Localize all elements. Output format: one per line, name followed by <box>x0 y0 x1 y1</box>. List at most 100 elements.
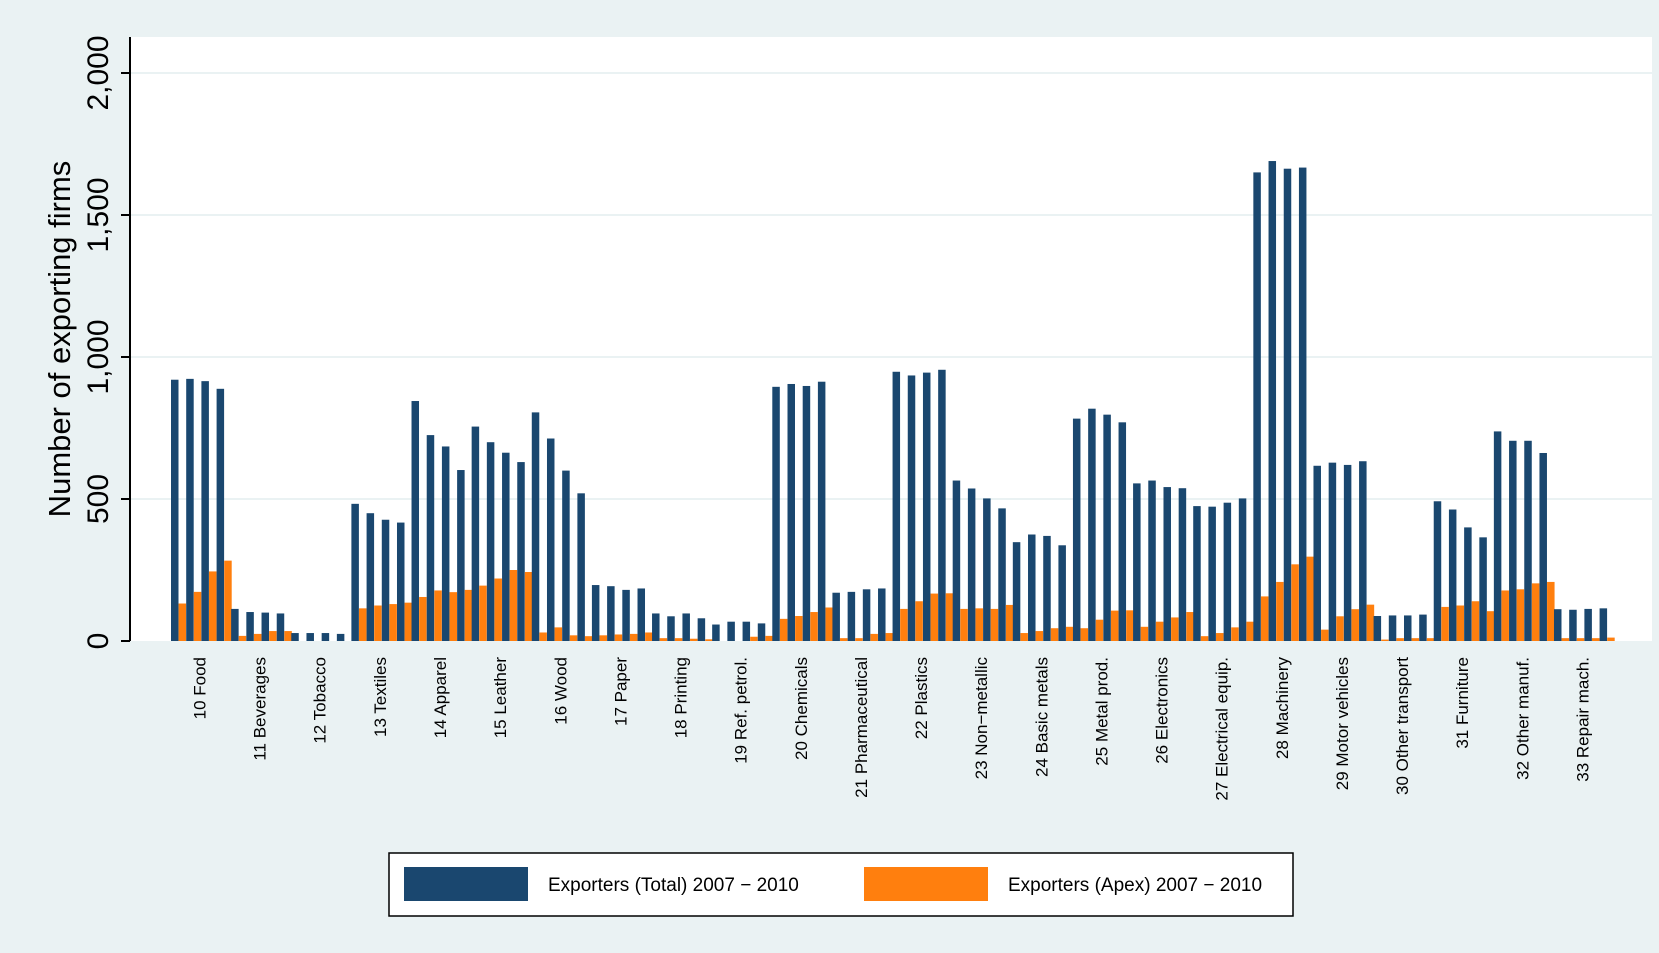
bar-total <box>667 616 675 641</box>
bar-total <box>1373 616 1382 641</box>
x-tick-labels: 10 Food 11 Beverages 12 Tobacco 13 Textiles… <box>190 657 1592 801</box>
bar-total <box>441 446 450 641</box>
bar-total <box>261 612 270 641</box>
legend-label-apex: Exporters (Apex) 2007 − 2010 <box>1008 875 1262 896</box>
bar-total <box>1298 167 1307 641</box>
bar-total <box>577 493 585 641</box>
bar-apex <box>1396 638 1404 641</box>
bar-apex <box>509 570 518 641</box>
bar-apex <box>690 638 698 641</box>
bar-apex <box>449 592 458 641</box>
bar-total <box>1479 537 1487 641</box>
bar-apex <box>825 607 833 641</box>
bar-apex <box>1095 619 1104 641</box>
bar-total <box>216 388 225 641</box>
bar-apex <box>1366 604 1375 641</box>
bar-total <box>1058 545 1066 641</box>
bar-total <box>727 621 735 641</box>
bar-total <box>1464 527 1472 641</box>
bar-total <box>998 508 1006 641</box>
bar-total <box>306 633 314 641</box>
bar-apex <box>1050 628 1059 641</box>
bar-total <box>231 608 239 641</box>
y-tick-label: 1,500 <box>82 177 115 252</box>
bar-total <box>381 519 390 641</box>
bar-total <box>892 371 901 641</box>
bar-apex <box>358 608 367 641</box>
bar-apex <box>1186 612 1194 641</box>
bar-total <box>637 588 646 641</box>
bar-total <box>1072 418 1081 641</box>
bar-apex <box>209 571 217 641</box>
bar-total <box>1524 440 1532 641</box>
bar-apex <box>930 593 939 641</box>
bar-apex <box>674 638 683 641</box>
bar-apex <box>1561 638 1570 641</box>
bar-apex <box>1381 639 1389 641</box>
bar-apex <box>1306 556 1315 641</box>
bar-total <box>1343 464 1352 641</box>
bar-apex <box>1155 621 1164 641</box>
bar-apex <box>1576 638 1585 641</box>
bar-total <box>1448 509 1457 641</box>
bar-total <box>878 588 886 641</box>
y-tick-label: 2,000 <box>82 35 115 110</box>
bar-apex <box>1486 611 1495 641</box>
bar-total <box>652 613 660 641</box>
y-tick-label: 1,000 <box>82 319 115 394</box>
bar-total <box>246 612 254 641</box>
bar-total <box>607 586 615 641</box>
bar-total <box>712 624 720 641</box>
bar-total <box>952 480 961 641</box>
bar-apex <box>795 616 803 641</box>
bar-total <box>321 633 330 641</box>
legend-box <box>388 852 1294 917</box>
bar-total <box>787 383 795 641</box>
x-tick-label: 15 Leather <box>491 657 510 739</box>
bar-total <box>411 401 420 641</box>
bar-apex <box>1441 606 1449 641</box>
bar-apex <box>750 636 758 641</box>
bar-apex <box>855 638 863 641</box>
y-tick-label: 0 <box>82 633 115 650</box>
legend-swatch-total <box>404 867 528 901</box>
x-tick-label: 19 Ref. petrol. <box>732 657 751 764</box>
bar-total <box>291 633 299 641</box>
bar-total <box>562 470 570 641</box>
bar-apex <box>464 589 473 641</box>
bar-total <box>1253 172 1261 641</box>
bar-total <box>396 522 405 641</box>
bar-apex <box>779 618 788 641</box>
bar-apex <box>1547 581 1555 641</box>
x-tick-label: 29 Motor vehicles <box>1333 657 1352 790</box>
bar-apex <box>915 601 923 641</box>
bar-total <box>1539 452 1547 641</box>
x-tick-label: 23 Non−metallic <box>972 657 991 780</box>
bar-apex <box>705 639 713 641</box>
bar-apex <box>614 634 623 641</box>
bar-total <box>471 426 480 641</box>
bar-total <box>1493 431 1502 641</box>
bar-apex <box>870 633 878 641</box>
bar-apex <box>765 635 773 641</box>
bar-total <box>1208 506 1216 641</box>
bar-total <box>201 381 209 641</box>
bar-apex <box>284 631 292 641</box>
bar-total <box>1148 480 1156 641</box>
bar-total <box>802 385 811 641</box>
bar-apex <box>645 632 653 641</box>
legend: Exporters (Total) 2007 − 2010 Exporters … <box>388 852 1294 917</box>
bar-total <box>938 369 946 641</box>
bar-total <box>186 378 194 641</box>
bar-total <box>1103 414 1111 641</box>
bar-total <box>772 386 780 641</box>
bar-apex <box>629 633 638 641</box>
bar-total <box>1133 483 1141 641</box>
bar-total <box>1553 609 1562 641</box>
x-tick-label: 12 Tobacco <box>311 657 330 744</box>
bar-total <box>1404 615 1412 641</box>
bar-apex <box>840 638 848 641</box>
bar-total <box>1599 608 1608 641</box>
bar-apex <box>1516 589 1525 641</box>
bar-apex <box>224 560 232 641</box>
